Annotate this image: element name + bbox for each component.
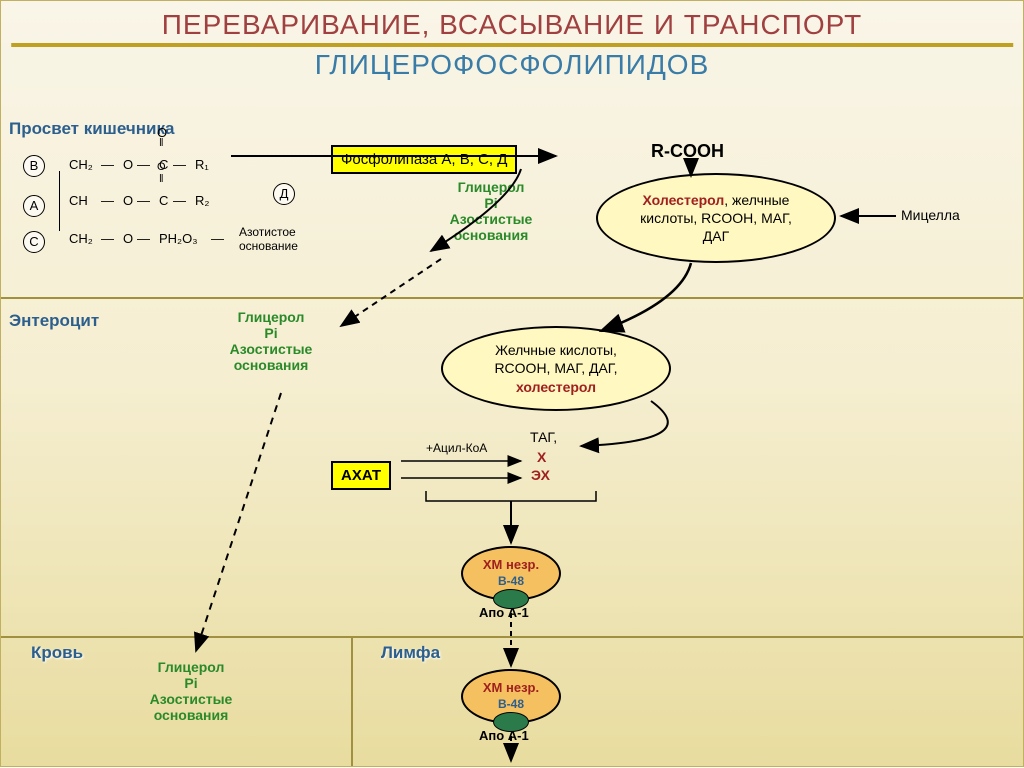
- letter-a: А: [23, 195, 45, 217]
- f-c2: C: [159, 193, 168, 208]
- f-nbase: Азотистое: [239, 225, 296, 239]
- letter-d: Д: [273, 183, 295, 205]
- f-ch2-1: CH₂: [69, 157, 93, 172]
- entero-oval: Желчные кислоты, RCOOH, МАГ, ДАГ, холест…: [441, 326, 671, 411]
- rcooh-label: R-COOH: [651, 141, 724, 162]
- slide: ПЕРЕВАРИВАНИЕ, ВСАСЫВАНИЕ И ТРАНСПОРТ ГЛ…: [0, 0, 1024, 767]
- green-block-2: Глицерол Pi Азостистые основания: [211, 309, 331, 373]
- f-ch2-2: CH₂: [69, 231, 93, 246]
- apo-label-2: Апо А-1: [479, 728, 529, 743]
- x-label: Х: [537, 449, 546, 465]
- f-o2: O: [123, 193, 133, 208]
- divider-2: [1, 636, 1023, 638]
- green-block-3: Глицерол Pi Азостистые основания: [131, 659, 251, 723]
- title-line2: ГЛИЦЕРОФОСФОЛИПИДОВ: [11, 45, 1013, 81]
- green-block-1: Глицерол Pi Азостистые основания: [431, 179, 551, 243]
- apo-label-1: Апо А-1: [479, 605, 529, 620]
- acyl-label: +Ацил-КоА: [426, 441, 487, 455]
- title-line1: ПЕРЕВАРИВАНИЕ, ВСАСЫВАНИЕ И ТРАНСПОРТ: [11, 9, 1013, 45]
- f-r1: R₁: [195, 157, 209, 172]
- divider-1: [1, 297, 1023, 299]
- letter-b: В: [23, 155, 45, 177]
- micelle-label: Мицелла: [901, 207, 960, 223]
- f-nbase2: основание: [239, 239, 298, 253]
- f-ph: PH₂O₃: [159, 231, 198, 246]
- f-r2: R₂: [195, 193, 209, 208]
- label-blood: Кровь: [31, 643, 83, 663]
- f-odbl1: O: [157, 125, 167, 140]
- tag-label: ТАГ,: [530, 429, 557, 445]
- label-lumen: Просвет кишечника: [9, 119, 174, 139]
- ex-label: ЭХ: [531, 467, 550, 483]
- label-entero: Энтероцит: [9, 311, 99, 331]
- axat-box: АХАТ: [331, 461, 391, 490]
- divider-vertical: [351, 636, 353, 766]
- title: ПЕРЕВАРИВАНИЕ, ВСАСЫВАНИЕ И ТРАНСПОРТ ГЛ…: [11, 9, 1013, 81]
- f-odbl2: O: [157, 161, 166, 173]
- f-o3: O: [123, 231, 133, 246]
- f-o1: O: [123, 157, 133, 172]
- f-ch: CH: [69, 193, 88, 208]
- label-lymph: Лимфа: [381, 643, 440, 663]
- enzyme-box: Фосфолипаза А, В, С, Д: [331, 145, 517, 174]
- micelle-oval: Холестерол, желчные кислоты, RCOOH, МАГ,…: [596, 173, 836, 263]
- letter-c: С: [23, 231, 45, 253]
